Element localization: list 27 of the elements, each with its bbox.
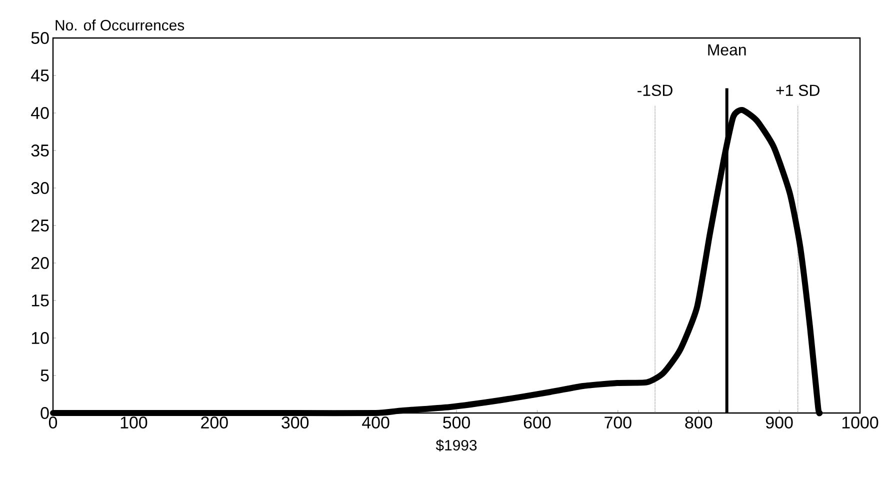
y-tick-label: 40 — [31, 107, 49, 119]
y-tick-label: 25 — [32, 220, 49, 232]
y-tick-label: 15 — [32, 294, 49, 306]
y-tick-label: 10 — [32, 332, 49, 344]
x-tick-label: 900 — [766, 416, 793, 429]
y-tick-label: 45 — [31, 70, 49, 82]
x-tick-label: 800 — [685, 416, 712, 429]
ref-line-label: Mean — [708, 44, 746, 56]
x-tick-label: 400 — [362, 416, 390, 429]
ref-line-label: -1SD — [638, 84, 672, 96]
x-axis-title: $1993 — [436, 439, 477, 452]
x-tick-label: 600 — [524, 416, 551, 429]
x-tick-label: 500 — [443, 416, 470, 429]
ref-line-label: +1 SD — [776, 84, 820, 96]
x-tick-label: 0 — [48, 416, 58, 429]
x-tick-label: 700 — [604, 416, 632, 429]
x-tick-label: 1000 — [842, 416, 878, 429]
y-tick-label: 30 — [31, 182, 49, 194]
x-tick-label: 100 — [120, 416, 148, 429]
x-tick-label: 300 — [282, 416, 309, 429]
y-tick-label: 5 — [40, 370, 49, 382]
y-axis-title: No. of Occurrences — [56, 20, 184, 30]
y-tick-label: 0 — [40, 407, 49, 419]
y-tick-label: 50 — [31, 32, 49, 44]
y-tick-label: 20 — [32, 257, 49, 269]
x-tick-label: 200 — [201, 416, 228, 429]
y-tick-label: 35 — [31, 144, 49, 156]
